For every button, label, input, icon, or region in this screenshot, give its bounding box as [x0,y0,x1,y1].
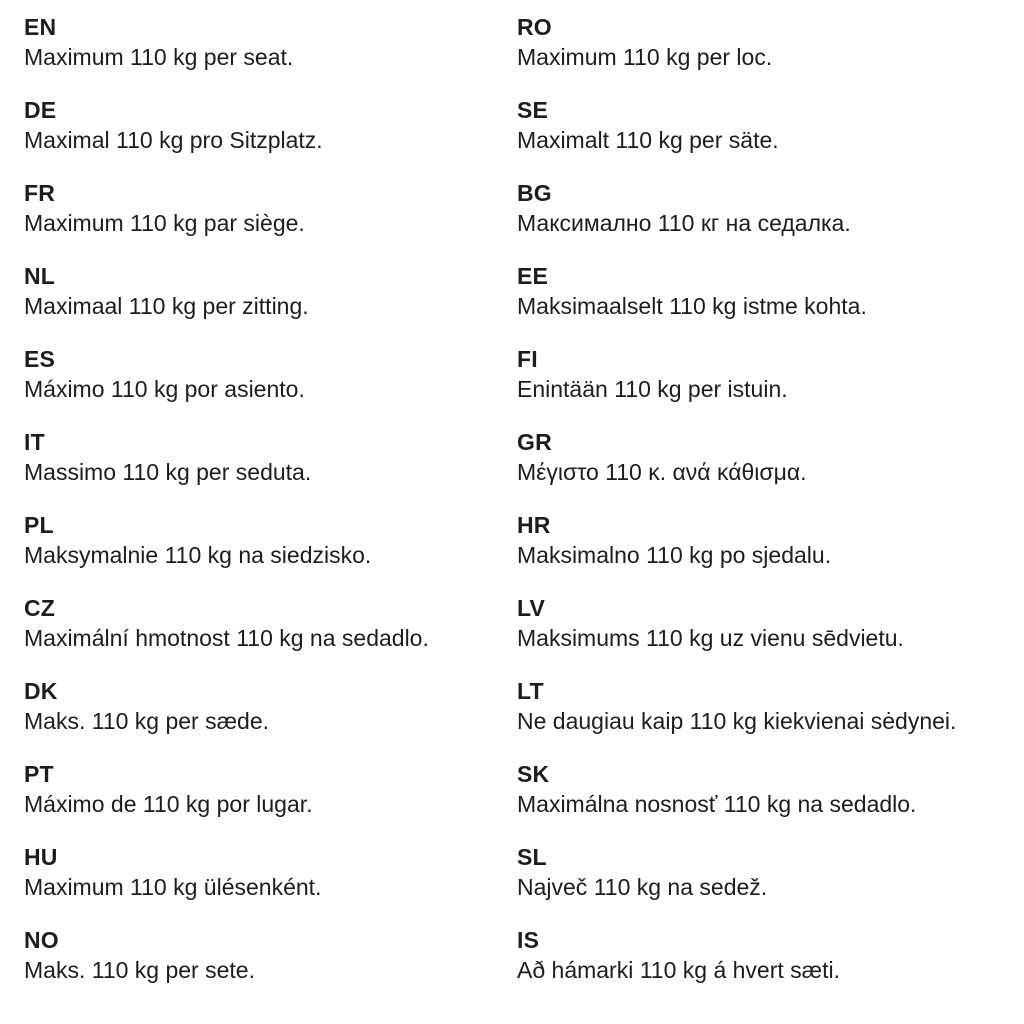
language-column-left: EN Maximum 110 kg per seat. DE Maximal 1… [24,12,517,1024]
language-code: NL [24,263,56,289]
language-code: HU [24,844,58,870]
language-code: SL [517,844,547,870]
language-entry-lv: LV Maksimums 110 kg uz vienu sēdvietu. [517,593,1024,654]
language-code: IS [517,927,540,953]
language-code: FI [517,346,538,372]
language-entry-hu: HU Maximum 110 kg ülésenként. [24,842,517,903]
language-entry-gr: GR Μέγιστο 110 κ. ανά κάθισμα. [517,427,1024,488]
translation-text: Enintään 110 kg per istuin. [517,376,788,402]
translation-text: Að hámarki 110 kg á hvert sæti. [517,957,840,983]
language-entry-bg: BG Максимално 110 кг на седалка. [517,178,1024,239]
language-entry-sk: SK Maximálna nosnosť 110 kg na sedadlo. [517,759,1024,820]
translation-text: Maximum 110 kg per seat. [24,44,294,70]
language-entry-ee: EE Maksimaalselt 110 kg istme kohta. [517,261,1024,322]
language-code: SE [517,97,549,123]
translation-text: Maksimalno 110 kg po sjedalu. [517,542,832,568]
language-entry-cz: CZ Maximální hmotnost 110 kg na sedadlo. [24,593,517,654]
language-code: EE [517,263,549,289]
language-code: IT [24,429,45,455]
language-entry-no: NO Maks. 110 kg per sete. [24,925,517,986]
translation-text: Maximum 110 kg ülésenként. [24,874,322,900]
language-entry-is: IS Að hámarki 110 kg á hvert sæti. [517,925,1024,986]
language-code: DE [24,97,57,123]
translation-text: Maximal 110 kg pro Sitzplatz. [24,127,323,153]
language-entry-lt: LT Ne daugiau kaip 110 kg kiekvienai sėd… [517,676,1024,737]
language-entry-fr: FR Maximum 110 kg par siège. [24,178,517,239]
language-code: RO [517,14,552,40]
translation-text: Максимално 110 кг на седалка. [517,210,851,236]
language-code: DK [24,678,58,704]
language-entry-hr: HR Maksimalno 110 kg po sjedalu. [517,510,1024,571]
language-entry-sl: SL Največ 110 kg na sedež. [517,842,1024,903]
translation-text: Maximum 110 kg par siège. [24,210,305,236]
translation-text: Maximaal 110 kg per zitting. [24,293,309,319]
translation-text: Maximum 110 kg per loc. [517,44,773,70]
language-code: ES [24,346,56,372]
translation-text: Maksimaalselt 110 kg istme kohta. [517,293,867,319]
translation-text: Massimo 110 kg per seduta. [24,459,312,485]
language-entry-se: SE Maximalt 110 kg per säte. [517,95,1024,156]
language-code: SK [517,761,550,787]
translation-text: Maks. 110 kg per sæde. [24,708,270,734]
language-code: GR [517,429,552,455]
translation-text: Največ 110 kg na sedež. [517,874,768,900]
translation-text: Μέγιστο 110 κ. ανά κάθισμα. [517,459,807,485]
language-entry-en: EN Maximum 110 kg per seat. [24,12,517,73]
translation-text: Máximo 110 kg por asiento. [24,376,305,402]
language-entry-nl: NL Maximaal 110 kg per zitting. [24,261,517,322]
language-entry-de: DE Maximal 110 kg pro Sitzplatz. [24,95,517,156]
language-entry-pt: PT Máximo de 110 kg por lugar. [24,759,517,820]
translation-text: Maks. 110 kg per sete. [24,957,255,983]
translation-text: Maksimums 110 kg uz vienu sēdvietu. [517,625,904,651]
language-entry-dk: DK Maks. 110 kg per sæde. [24,676,517,737]
language-entry-es: ES Máximo 110 kg por asiento. [24,344,517,405]
translation-text: Maximální hmotnost 110 kg na sedadlo. [24,625,429,651]
language-code: BG [517,180,552,206]
language-code: CZ [24,595,56,621]
language-code: PT [24,761,54,787]
language-entry-ro: RO Maximum 110 kg per loc. [517,12,1024,73]
translation-text: Ne daugiau kaip 110 kg kiekvienai sėdyne… [517,708,957,734]
language-entry-pl: PL Maksymalnie 110 kg na siedzisko. [24,510,517,571]
translation-text: Máximo de 110 kg por lugar. [24,791,313,817]
language-code: EN [24,14,57,40]
language-code: HR [517,512,551,538]
language-column-right: RO Maximum 110 kg per loc. SE Maximalt 1… [517,12,1024,1024]
translation-text: Maximálna nosnosť 110 kg na sedadlo. [517,791,917,817]
language-code: LT [517,678,544,704]
language-code: PL [24,512,54,538]
translation-text: Maximalt 110 kg per säte. [517,127,779,153]
translation-text: Maksymalnie 110 kg na siedzisko. [24,542,372,568]
language-code: FR [24,180,56,206]
language-entry-it: IT Massimo 110 kg per seduta. [24,427,517,488]
language-code: NO [24,927,59,953]
language-entry-fi: FI Enintään 110 kg per istuin. [517,344,1024,405]
language-code: LV [517,595,546,621]
